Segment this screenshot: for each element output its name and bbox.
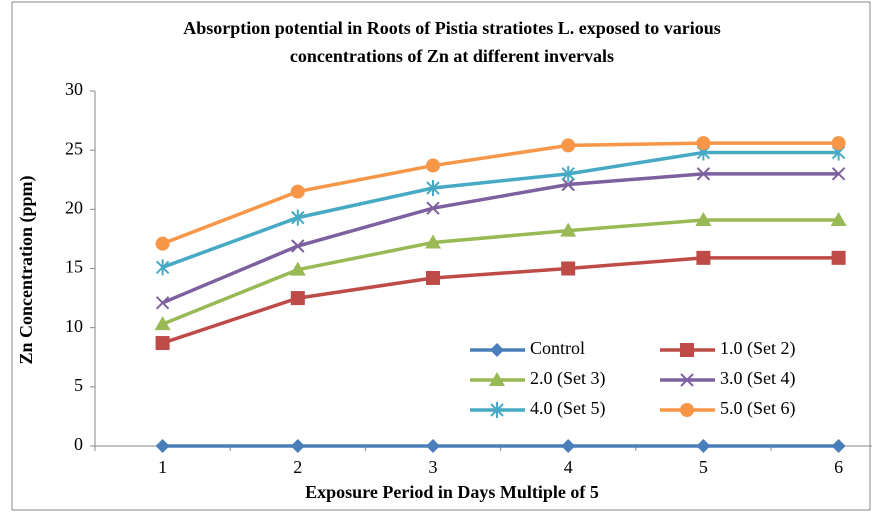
legend-label: Control bbox=[530, 338, 585, 358]
marker bbox=[289, 261, 306, 276]
y-tick-label: 20 bbox=[65, 197, 83, 217]
marker bbox=[696, 439, 711, 453]
legend-label: 5.0 (Set 6) bbox=[720, 398, 796, 419]
x-tick-label: 6 bbox=[834, 457, 843, 477]
x-tick-label: 5 bbox=[699, 457, 708, 477]
legend-label: 2.0 (Set 3) bbox=[530, 368, 606, 389]
chart-title-line: Absorption potential in Roots of Pistia … bbox=[183, 18, 721, 38]
marker bbox=[830, 211, 847, 226]
marker bbox=[695, 211, 712, 226]
y-tick-label: 15 bbox=[65, 257, 83, 277]
marker bbox=[426, 180, 440, 197]
marker bbox=[155, 236, 170, 251]
marker bbox=[490, 402, 504, 418]
marker bbox=[561, 439, 576, 453]
marker bbox=[291, 209, 305, 226]
marker bbox=[561, 138, 576, 153]
marker bbox=[154, 316, 171, 331]
series-line bbox=[161, 150, 839, 269]
y-tick-label: 30 bbox=[65, 79, 83, 99]
marker bbox=[561, 177, 575, 192]
x-tick-label: 3 bbox=[429, 457, 438, 477]
x-axis-label: Exposure Period in Days Multiple of 5 bbox=[305, 482, 599, 502]
y-axis-label: Zn Concentration (ppm) bbox=[16, 175, 37, 364]
y-tick-label: 0 bbox=[74, 434, 83, 454]
marker bbox=[561, 165, 575, 182]
marker bbox=[696, 136, 711, 151]
marker bbox=[155, 336, 170, 351]
y-tick-label: 25 bbox=[65, 138, 83, 158]
marker bbox=[426, 270, 440, 285]
marker bbox=[696, 250, 711, 265]
marker bbox=[290, 291, 305, 306]
x-tick-label: 4 bbox=[564, 457, 573, 477]
y-tick-label: 10 bbox=[65, 316, 83, 336]
marker bbox=[155, 439, 170, 453]
marker bbox=[155, 259, 170, 276]
marker bbox=[680, 373, 694, 387]
marker bbox=[680, 343, 694, 357]
marker bbox=[290, 439, 305, 453]
marker bbox=[426, 201, 440, 215]
y-tick-label: 5 bbox=[74, 375, 83, 395]
series-line bbox=[161, 172, 839, 305]
chart-title-line: concentrations of Zn at different inverv… bbox=[290, 46, 614, 66]
marker bbox=[489, 372, 505, 386]
marker bbox=[290, 184, 305, 199]
marker bbox=[426, 439, 440, 453]
series-line bbox=[161, 141, 839, 246]
marker bbox=[155, 296, 170, 310]
marker bbox=[696, 167, 711, 181]
legend-label: 4.0 (Set 5) bbox=[530, 398, 606, 419]
marker bbox=[426, 158, 440, 173]
chart-border bbox=[11, 1, 871, 511]
series-line bbox=[161, 218, 839, 326]
x-tick-label: 1 bbox=[158, 457, 167, 477]
x-tick-label: 2 bbox=[293, 457, 302, 477]
marker bbox=[680, 403, 694, 417]
marker bbox=[831, 167, 846, 181]
marker bbox=[831, 136, 846, 151]
series-line bbox=[162, 256, 839, 345]
marker bbox=[291, 239, 305, 253]
marker bbox=[561, 261, 576, 276]
marker bbox=[560, 222, 577, 237]
marker bbox=[490, 343, 504, 357]
marker bbox=[831, 439, 846, 453]
legend-label: 3.0 (Set 4) bbox=[720, 368, 796, 389]
legend-label: 1.0 (Set 2) bbox=[720, 338, 796, 359]
marker bbox=[425, 234, 441, 249]
marker bbox=[831, 250, 846, 265]
